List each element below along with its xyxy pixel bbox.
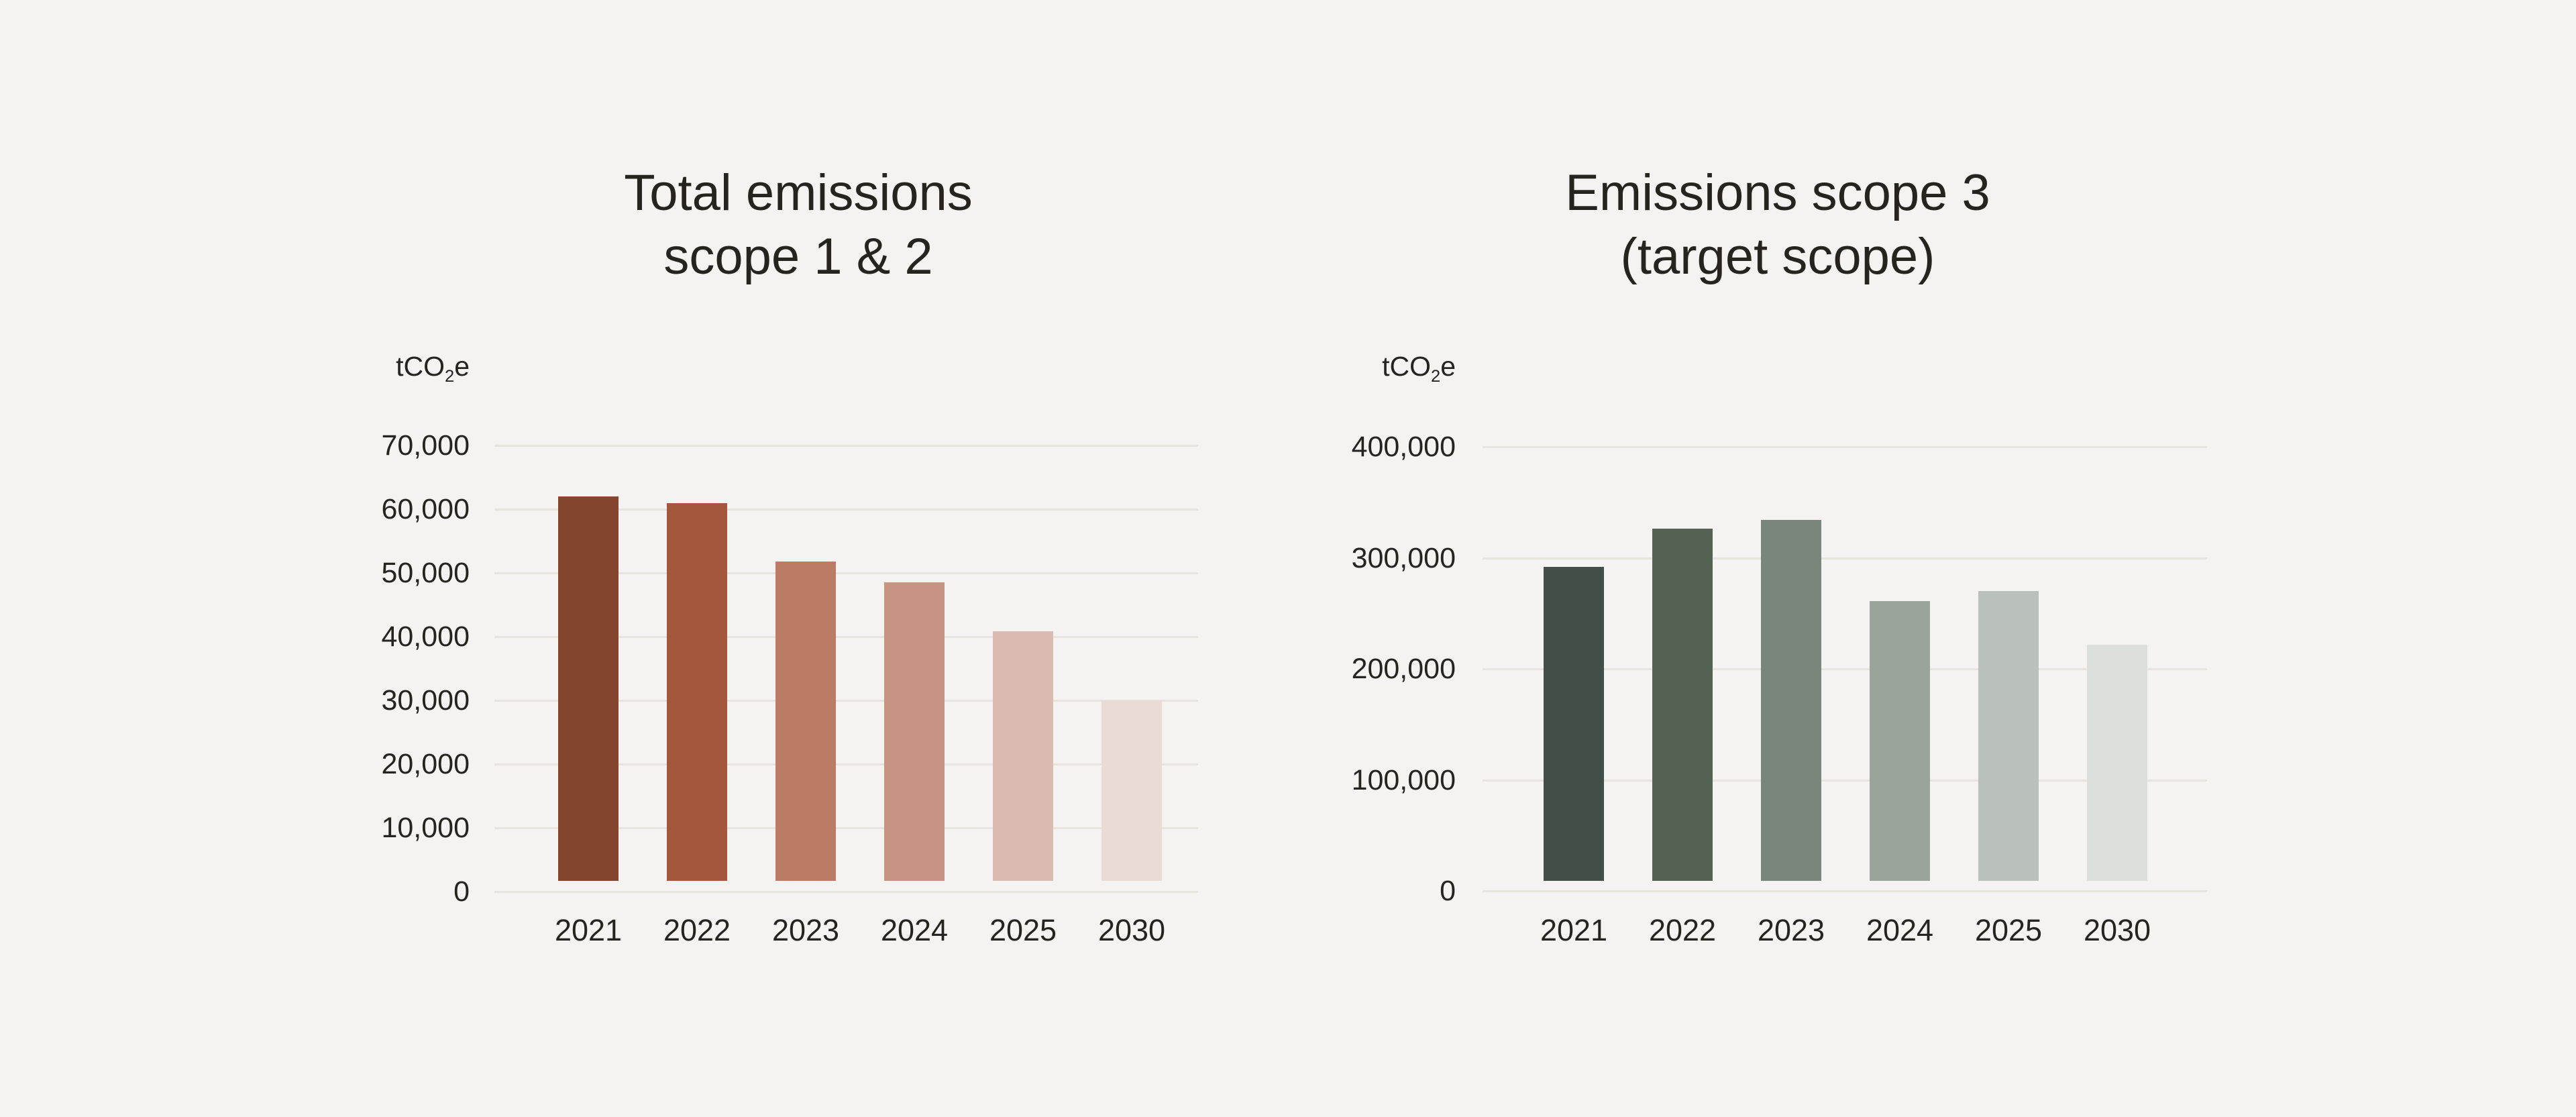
gridline-400000	[1483, 446, 2207, 448]
gridline-60000	[494, 509, 1198, 511]
bar-2022	[1652, 529, 1713, 881]
y-tick-60000: 60,000	[381, 493, 470, 525]
bar-2030	[1102, 700, 1162, 881]
bar-2021	[558, 496, 619, 881]
gridline-30000	[494, 700, 1198, 702]
y-tick-100000: 100,000	[1351, 763, 1456, 796]
bar-2022	[667, 502, 727, 881]
chart-title-line-2: scope 1 & 2	[663, 228, 933, 285]
unit-subscript: 2	[445, 367, 455, 386]
bar-2025	[993, 631, 1053, 881]
y-axis-unit-label: tCO2e	[396, 351, 470, 386]
y-tick-70000: 70,000	[381, 429, 470, 462]
bar-2030	[2087, 644, 2147, 881]
x-label-2021: 2021	[554, 913, 623, 947]
bar-2023	[1761, 520, 1821, 881]
gridline-10000	[494, 827, 1198, 829]
y-tick-300000: 300,000	[1351, 541, 1456, 574]
chart-title-scope-1-2: Total emissions scope 1 & 2	[329, 161, 1268, 288]
x-label-2030: 2030	[1097, 913, 1166, 947]
x-label-2023: 2023	[771, 913, 840, 947]
x-label-2021: 2021	[1540, 913, 1608, 947]
x-label-2022: 2022	[663, 913, 731, 947]
y-tick-10000: 10,000	[381, 812, 470, 844]
chart-title-line-2: (target scope)	[1620, 228, 1935, 285]
gridline-0	[494, 891, 1198, 893]
bar-2023	[775, 561, 836, 881]
gridline-50000	[494, 572, 1198, 574]
gridline-20000	[494, 763, 1198, 765]
y-tick-50000: 50,000	[381, 557, 470, 589]
y-tick-30000: 30,000	[381, 684, 470, 716]
y-tick-400000: 400,000	[1351, 431, 1456, 463]
bar-2024	[1870, 601, 1930, 881]
y-tick-200000: 200,000	[1351, 653, 1456, 685]
unit-subscript: 2	[1431, 367, 1441, 386]
x-label-2030: 2030	[2083, 913, 2151, 947]
gridline-100000	[1483, 779, 2207, 782]
x-label-2025: 2025	[989, 913, 1057, 947]
x-label-2025: 2025	[1974, 913, 2043, 947]
y-tick-40000: 40,000	[381, 621, 470, 653]
bar-2024	[884, 582, 945, 881]
chart-title-line-1: Emissions scope 3	[1565, 164, 1990, 221]
y-tick-0: 0	[1440, 875, 1456, 907]
y-tick-20000: 20,000	[381, 748, 470, 780]
gridline-0	[1483, 890, 2207, 892]
x-label-2024: 2024	[1866, 913, 1934, 947]
chart-title-scope-3: Emissions scope 3 (target scope)	[1308, 161, 2247, 288]
bar-2025	[1978, 591, 2039, 881]
bar-2021	[1544, 566, 1604, 881]
gridline-70000	[494, 445, 1198, 447]
gridline-200000	[1483, 668, 2207, 670]
x-label-2024: 2024	[880, 913, 949, 947]
y-tick-0: 0	[453, 875, 470, 908]
gridline-300000	[1483, 557, 2207, 560]
x-label-2023: 2023	[1757, 913, 1825, 947]
y-axis-unit-label: tCO2e	[1382, 351, 1456, 386]
x-label-2022: 2022	[1648, 913, 1717, 947]
gridline-40000	[494, 636, 1198, 638]
chart-title-line-1: Total emissions	[624, 164, 973, 221]
